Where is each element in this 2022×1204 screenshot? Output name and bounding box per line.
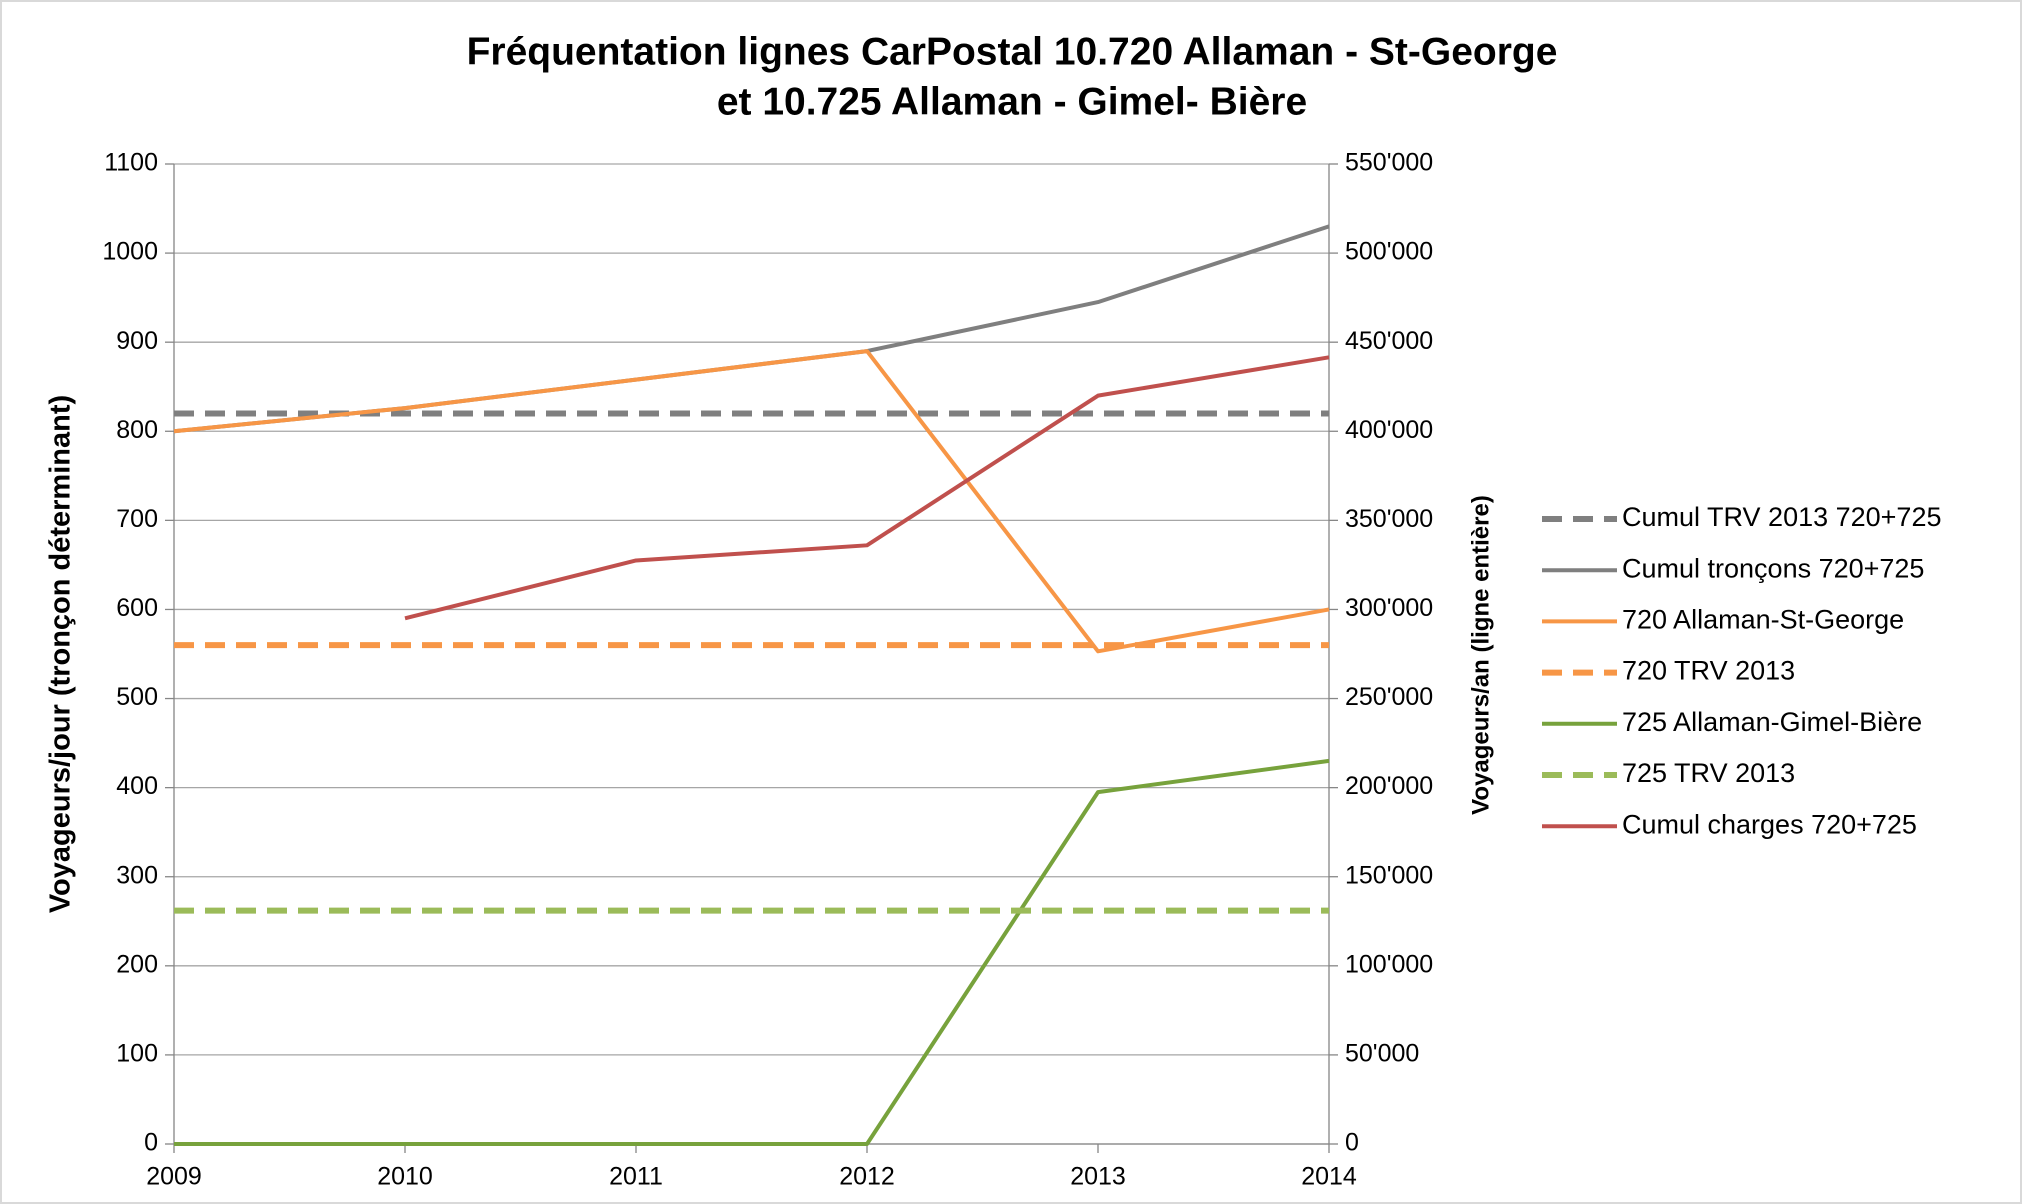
x-tick-label: 2011 bbox=[609, 1163, 663, 1191]
y-tick-label: 100 bbox=[116, 1040, 158, 1068]
x-tick-label: 2013 bbox=[1070, 1163, 1126, 1191]
y-tick-label: 200 bbox=[116, 950, 158, 978]
y-tick-label: 700 bbox=[116, 505, 158, 533]
y-tick-label: 0 bbox=[144, 1129, 158, 1157]
y-tick-label: 300 bbox=[116, 861, 158, 889]
y2-tick-label: 300'000 bbox=[1345, 594, 1433, 622]
y2-tick-label: 50'000 bbox=[1345, 1040, 1419, 1068]
y-tick-label: 800 bbox=[116, 416, 158, 444]
series-line bbox=[404, 355, 1330, 621]
y2-tick-label: 250'000 bbox=[1345, 683, 1433, 711]
y2-tick-label: 500'000 bbox=[1345, 238, 1433, 266]
y2-tick-label: 400'000 bbox=[1345, 416, 1433, 444]
y2-tick-label: 200'000 bbox=[1345, 772, 1433, 800]
legend-label: Cumul charges 720+725 bbox=[1622, 809, 1917, 839]
x-tick-label: 2014 bbox=[1301, 1163, 1357, 1191]
x-tick-label: 2009 bbox=[146, 1163, 202, 1191]
y-tick-label: 500 bbox=[116, 683, 158, 711]
chart-title: et 10.725 Allaman - Gimel- Bière bbox=[717, 80, 1307, 123]
y2-tick-label: 550'000 bbox=[1345, 149, 1433, 177]
legend-label: 720 TRV 2013 bbox=[1622, 656, 1795, 686]
y-tick-label: 900 bbox=[116, 327, 158, 355]
y-tick-label: 1000 bbox=[102, 238, 158, 266]
y-tick-label: 400 bbox=[116, 772, 158, 800]
y2-tick-label: 100'000 bbox=[1345, 950, 1433, 978]
y2-tick-label: 150'000 bbox=[1345, 861, 1433, 889]
legend-label: Cumul tronçons 720+725 bbox=[1622, 553, 1924, 583]
x-tick-label: 2012 bbox=[839, 1163, 895, 1191]
y2-tick-label: 450'000 bbox=[1345, 327, 1433, 355]
y-tick-label: 1100 bbox=[104, 149, 158, 177]
y-tick-label: 600 bbox=[116, 594, 158, 622]
legend-label: 725 TRV 2013 bbox=[1622, 758, 1795, 788]
legend-label: Cumul TRV 2013 720+725 bbox=[1622, 502, 1941, 532]
y-axis-label: Voyageurs/jour (tronçon déterminant) bbox=[45, 395, 77, 913]
series-line bbox=[174, 758, 1330, 1146]
y2-tick-label: 0 bbox=[1345, 1129, 1359, 1157]
legend-label: 725 Allaman-Gimel-Bière bbox=[1622, 707, 1922, 737]
chart-title: Fréquentation lignes CarPostal 10.720 Al… bbox=[467, 30, 1558, 73]
x-tick-label: 2010 bbox=[377, 1163, 433, 1191]
y2-axis-label: Voyageurs/an (ligne entière) bbox=[1467, 495, 1494, 815]
y2-tick-label: 350'000 bbox=[1345, 505, 1433, 533]
legend-label: 720 Allaman-St-George bbox=[1622, 605, 1904, 635]
